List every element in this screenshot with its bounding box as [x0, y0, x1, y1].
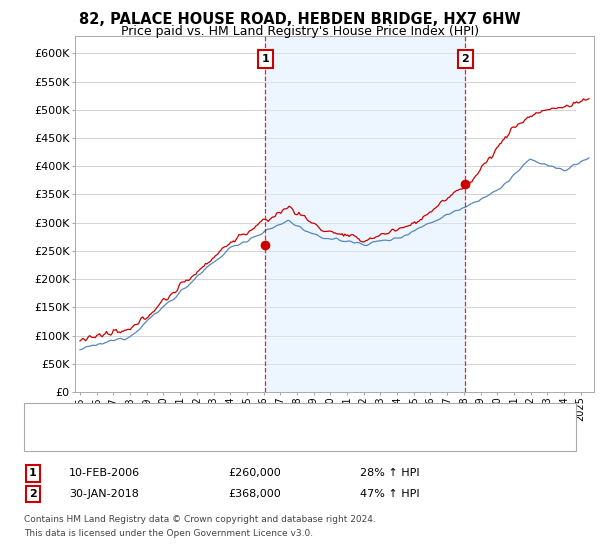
- Bar: [577, 36, 594, 392]
- Text: £260,000: £260,000: [228, 468, 281, 478]
- Text: 1: 1: [29, 468, 37, 478]
- Text: 1: 1: [262, 54, 269, 64]
- Text: 82, PALACE HOUSE ROAD, HEBDEN BRIDGE, HX7 6HW (detached house): 82, PALACE HOUSE ROAD, HEBDEN BRIDGE, HX…: [66, 413, 443, 422]
- Text: —: —: [43, 430, 59, 448]
- Text: 47% ↑ HPI: 47% ↑ HPI: [360, 489, 419, 499]
- Text: 28% ↑ HPI: 28% ↑ HPI: [360, 468, 419, 478]
- Bar: [265, 36, 465, 392]
- Text: 2: 2: [461, 54, 469, 64]
- Text: —: —: [43, 408, 59, 427]
- Text: 82, PALACE HOUSE ROAD, HEBDEN BRIDGE, HX7 6HW: 82, PALACE HOUSE ROAD, HEBDEN BRIDGE, HX…: [79, 12, 521, 27]
- Text: Price paid vs. HM Land Registry's House Price Index (HPI): Price paid vs. HM Land Registry's House …: [121, 25, 479, 38]
- Text: HPI: Average price, detached house, Calderdale: HPI: Average price, detached house, Cald…: [66, 434, 315, 444]
- Text: 10-FEB-2006: 10-FEB-2006: [69, 468, 140, 478]
- Text: £368,000: £368,000: [228, 489, 281, 499]
- Text: 2: 2: [29, 489, 37, 499]
- Text: Contains HM Land Registry data © Crown copyright and database right 2024.: Contains HM Land Registry data © Crown c…: [24, 515, 376, 524]
- Text: 30-JAN-2018: 30-JAN-2018: [69, 489, 139, 499]
- Text: This data is licensed under the Open Government Licence v3.0.: This data is licensed under the Open Gov…: [24, 529, 313, 538]
